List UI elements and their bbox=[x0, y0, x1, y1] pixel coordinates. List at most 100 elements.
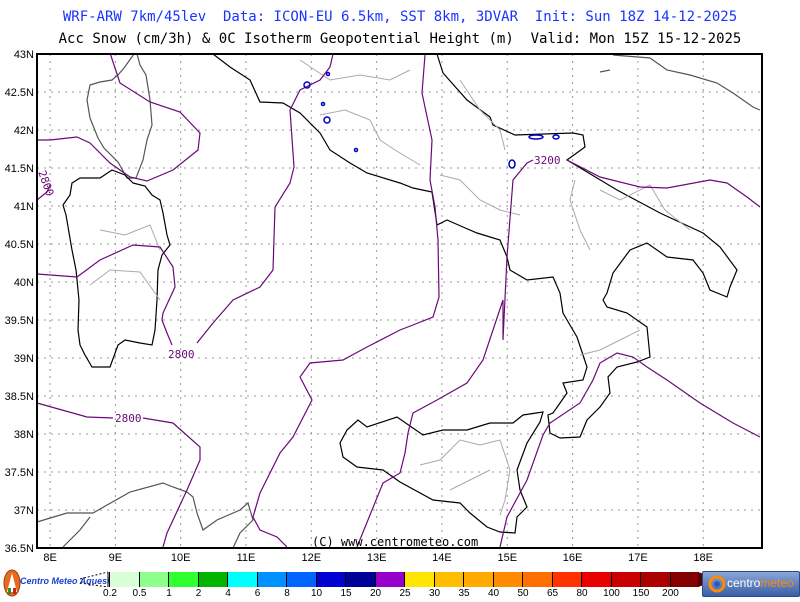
scale-label: 80 bbox=[576, 588, 588, 599]
title-model-info: WRF-ARW 7km/45lev Data: ICON-EU 6.5km, S… bbox=[62, 9, 738, 25]
isotherm-contours: 2800 2800 2800 3200 bbox=[35, 52, 761, 548]
isotherm-label: 2800 bbox=[168, 348, 195, 361]
isotherm-line bbox=[499, 352, 761, 548]
italy-mainland-coast bbox=[212, 53, 738, 439]
longitude-label: 14E bbox=[432, 552, 452, 564]
scale-color-box bbox=[374, 572, 404, 587]
latitude-label: 42.5N bbox=[5, 87, 34, 99]
scale-color-box bbox=[640, 572, 670, 587]
snow-contour bbox=[552, 134, 560, 140]
snow-contour bbox=[508, 159, 516, 169]
snow-contour bbox=[323, 116, 331, 124]
scale-label: 50 bbox=[517, 588, 529, 599]
centrometeo-logo[interactable]: centrometeo bbox=[702, 571, 800, 597]
latitude-label: 43N bbox=[14, 49, 34, 61]
isotherm-line bbox=[36, 244, 176, 346]
latitude-label: 37.5N bbox=[5, 467, 34, 479]
scale-label: 2 bbox=[195, 588, 202, 599]
isotherm-line bbox=[252, 54, 440, 548]
latitude-label: 38N bbox=[14, 429, 34, 441]
longitude-label: 18E bbox=[693, 552, 713, 564]
scale-label: 20 bbox=[369, 588, 382, 599]
scale-label: 25 bbox=[399, 588, 411, 599]
title-field-valid: Acc Snow (cm/3h) & 0C Isotherm Geopotent… bbox=[58, 31, 742, 47]
snow-contour bbox=[353, 147, 359, 153]
latitude-label: 37N bbox=[14, 505, 34, 517]
scale-label: 200 bbox=[662, 588, 679, 599]
latitude-label: 41.5N bbox=[5, 163, 34, 175]
latitude-label: 39.5N bbox=[5, 315, 34, 327]
logo-emblem-icon bbox=[3, 569, 21, 597]
scale-color-box bbox=[109, 572, 139, 587]
latitude-label: 39N bbox=[14, 353, 34, 365]
snow-contours bbox=[303, 71, 560, 169]
scale-label: 65 bbox=[546, 588, 559, 599]
isotherm-line bbox=[142, 417, 201, 548]
scale-label: 10 bbox=[310, 588, 323, 599]
scale-label: 15 bbox=[340, 588, 352, 599]
scale-color-box bbox=[168, 572, 198, 587]
isotherm-label: 2800 bbox=[35, 169, 56, 198]
regional-borders bbox=[89, 59, 691, 516]
isotherm-line bbox=[36, 402, 114, 419]
coastlines bbox=[36, 53, 761, 549]
scale-color-box bbox=[286, 572, 316, 587]
scale-color-box bbox=[256, 572, 286, 587]
scale-labels: 0.2 0.5 1 2 4 6 8 10 15 20 25 30 35 40 50 65 80 100 150 200 bbox=[0, 588, 800, 600]
longitude-label: 9E bbox=[109, 552, 122, 564]
snow-color-scale bbox=[109, 572, 699, 587]
latitude-label: 38.5N bbox=[5, 391, 34, 403]
latitude-label: 42N bbox=[14, 125, 34, 137]
longitude-label: 12E bbox=[302, 552, 322, 564]
scale-color-box bbox=[669, 572, 699, 587]
scale-label: 1 bbox=[166, 588, 172, 599]
scale-label: 100 bbox=[603, 588, 620, 599]
scale-color-box bbox=[610, 572, 640, 587]
sardinia-coast bbox=[62, 169, 171, 368]
scale-color-box bbox=[345, 572, 375, 587]
isotherm-line bbox=[196, 53, 334, 344]
scale-label: 0.2 bbox=[103, 588, 117, 599]
snow-contour bbox=[325, 71, 331, 77]
sicily-coast bbox=[339, 411, 544, 534]
scale-color-box bbox=[138, 572, 168, 587]
scale-color-box bbox=[522, 572, 552, 587]
axis-labels: 43N 42.5N 42N 41.5N 41N 40.5N 40N 39.5N 39N 38.5N… bbox=[5, 49, 713, 564]
scale-color-box bbox=[404, 572, 434, 587]
centro-meteo-aquesio-logo: Centro Meteo Aquesio bbox=[2, 568, 115, 598]
scale-label: 35 bbox=[458, 588, 470, 599]
logo-text-b: meteo bbox=[760, 576, 794, 590]
scale-label: 4 bbox=[225, 588, 231, 599]
dalmatia-islands bbox=[599, 69, 611, 73]
snow-contour bbox=[320, 101, 326, 107]
scale-color-box bbox=[433, 572, 463, 587]
scale-label: 30 bbox=[428, 588, 441, 599]
scale-label: 0.5 bbox=[132, 588, 147, 599]
scale-color-box bbox=[551, 572, 581, 587]
longitude-label: 11E bbox=[237, 552, 256, 564]
scale-label: 8 bbox=[284, 588, 290, 599]
isotherm-line bbox=[37, 52, 201, 182]
scale-color-box bbox=[492, 572, 522, 587]
scale-label: 6 bbox=[254, 588, 261, 599]
longitude-label: 13E bbox=[367, 552, 387, 564]
scale-color-box bbox=[581, 572, 611, 587]
scale-label: 150 bbox=[632, 588, 650, 599]
isotherm-label: 2800 bbox=[115, 412, 142, 425]
latitude-label: 40N bbox=[14, 277, 34, 289]
latitude-label: 41N bbox=[14, 201, 34, 213]
longitude-label: 17E bbox=[628, 552, 648, 564]
isotherm-label: 3200 bbox=[534, 154, 561, 167]
scale-color-box bbox=[315, 572, 345, 587]
longitude-label: 15E bbox=[497, 552, 517, 564]
scale-color-box bbox=[197, 572, 227, 587]
latitude-label: 36.5N bbox=[5, 543, 34, 555]
map-frame bbox=[36, 53, 763, 549]
logo-text-a: centro bbox=[727, 576, 761, 590]
tunisia-coast bbox=[36, 482, 254, 549]
longitude-label: 8E bbox=[43, 552, 56, 564]
scale-label: 40 bbox=[487, 588, 500, 599]
tunisia-coast-2 bbox=[62, 516, 91, 548]
corsica-coast bbox=[86, 53, 153, 179]
